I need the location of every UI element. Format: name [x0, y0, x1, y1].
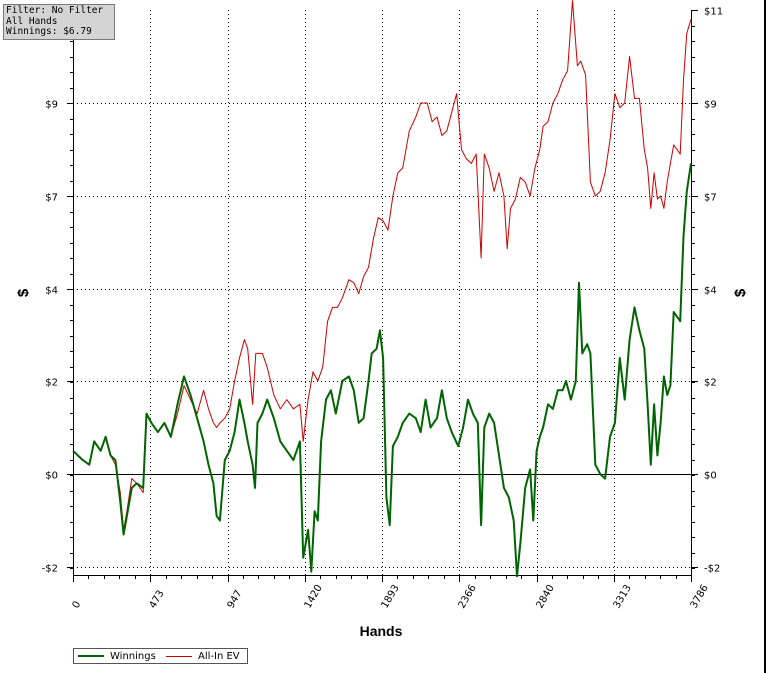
grid	[73, 10, 691, 575]
y-tick-label-left: $0	[45, 471, 58, 482]
x-tick-label: 947	[226, 588, 245, 610]
legend-label-allin-ev: All-In EV	[198, 651, 240, 662]
y-tick-label-left: $7	[45, 193, 58, 204]
y-tick-label-left: $4	[45, 286, 58, 297]
series-lines	[72, 0, 692, 578]
winnings-line	[72, 163, 692, 578]
x-tick-label: 1420	[303, 583, 325, 611]
filter-info-box: Filter: No Filter All Hands Winnings: $6…	[3, 4, 115, 40]
x-tick-label: 2840	[535, 583, 557, 611]
allin-ev-swatch	[166, 655, 192, 657]
winnings-swatch	[78, 655, 104, 657]
tick-marks	[67, 10, 698, 582]
legend-item-allin-ev: All-In EV	[166, 650, 240, 663]
y-tick-label-right: -$2	[704, 564, 720, 575]
hands-text: All Hands	[6, 15, 58, 27]
x-tick-label: 2366	[457, 583, 479, 611]
y-tick-label-right: $7	[704, 193, 717, 204]
legend: Winnings All-In EV	[73, 648, 248, 664]
window-right-edge	[764, 0, 766, 673]
legend-label-winnings: Winnings	[110, 651, 156, 662]
y-axis-label-left: $	[15, 288, 32, 297]
tick-labels: -$2-$2$0$0$2$2$4$4$7$7$9$9$11$1104739471…	[39, 7, 723, 611]
y-tick-label-right: $0	[704, 471, 717, 482]
legend-item-winnings: Winnings	[78, 650, 156, 663]
y-tick-label-left: $9	[45, 100, 58, 111]
y-axis-label-right: $	[732, 288, 749, 297]
y-tick-label-right: $9	[704, 100, 717, 111]
y-tick-label-right: $2	[704, 378, 717, 389]
x-tick-label: 0	[71, 599, 84, 610]
winnings-text: Winnings: $6.79	[6, 26, 92, 37]
x-axis-label: Hands	[360, 623, 403, 639]
y-tick-label-left: $2	[45, 378, 58, 389]
x-tick-label: 1893	[380, 583, 402, 611]
x-tick-label: 3786	[689, 583, 711, 611]
y-tick-label-right: $4	[704, 286, 717, 297]
y-tick-label-right: $11	[704, 7, 723, 18]
y-tick-label-left: -$2	[42, 564, 58, 575]
x-tick-label: 3313	[612, 583, 634, 611]
x-tick-label: 473	[148, 588, 167, 610]
filter-text: Filter: No Filter	[6, 5, 104, 16]
